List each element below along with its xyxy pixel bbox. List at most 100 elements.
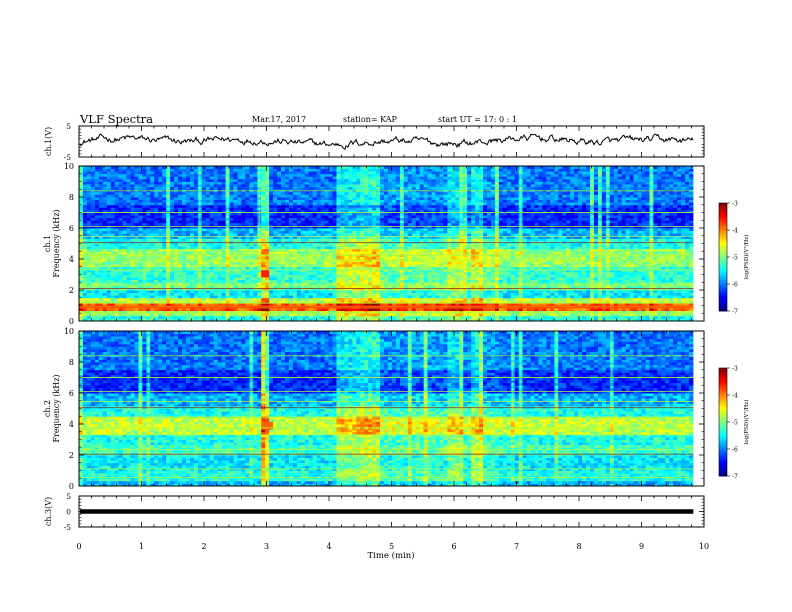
spectrogram-cell	[288, 292, 294, 296]
spectrogram-cell	[435, 248, 440, 252]
spectrogram-cell	[265, 266, 270, 270]
spectrogram-cell	[170, 292, 175, 296]
spectrogram-cell	[106, 246, 112, 250]
spectrogram-cell	[320, 243, 325, 247]
spectrogram-cell	[281, 248, 286, 252]
spectrogram-cell	[288, 308, 294, 312]
spectrogram-cell	[114, 277, 120, 281]
spectrogram-cell	[273, 279, 278, 283]
spectrogram-cell	[372, 271, 377, 275]
spectrogram-cell	[174, 292, 179, 296]
spectrogram-cell	[328, 318, 333, 322]
spectrogram-cell	[514, 279, 520, 283]
spectrogram-cell	[435, 302, 440, 306]
spectrogram-cell	[443, 318, 448, 322]
spectrogram-cell	[459, 297, 464, 301]
spectrogram-cell	[427, 277, 432, 281]
spectrogram-cell	[201, 287, 207, 291]
spectrogram-cell	[221, 284, 226, 288]
spectrogram-cell	[261, 274, 266, 278]
spectrogram-cell	[257, 315, 262, 319]
spectrogram-cell	[90, 266, 96, 270]
spectrogram-cell	[300, 277, 306, 281]
spectrogram-cell	[312, 282, 318, 286]
spectrogram-cell	[498, 315, 504, 319]
spectrogram-cell	[578, 308, 583, 312]
spectrogram-cell	[372, 308, 377, 312]
spectrogram-cell	[102, 292, 108, 296]
spectrogram-cell	[118, 279, 123, 283]
spectrogram-cell	[364, 308, 369, 312]
spectrogram-cell	[344, 251, 349, 255]
spectrogram-cell	[138, 269, 143, 273]
spectrogram-cell	[530, 264, 535, 268]
spectrogram-cell	[593, 243, 599, 247]
spectrogram-cell	[558, 302, 563, 306]
spectrogram-cell	[296, 284, 302, 288]
spectrogram-cell	[265, 302, 270, 306]
spectrogram-cell	[130, 271, 135, 275]
spectrogram-cell	[90, 279, 96, 283]
spectrogram-cell	[209, 318, 215, 322]
spectrogram-cell	[118, 308, 123, 312]
spectrogram-cell	[320, 302, 325, 306]
spectrogram-cell	[649, 269, 654, 273]
spectrogram-cell	[98, 318, 104, 322]
spectrogram-cell	[189, 292, 195, 296]
spectrogram-cell	[506, 302, 512, 306]
spectrogram-cell	[300, 282, 306, 286]
spectrogram-cell	[178, 271, 183, 275]
spectrogram-cell	[308, 308, 314, 312]
spectrogram-cell	[673, 292, 678, 296]
spectrogram-cell	[380, 264, 385, 268]
spectrogram-cell	[597, 248, 603, 252]
spectrogram-cell	[154, 266, 159, 270]
spectrogram-cell	[308, 264, 314, 268]
spectrogram-cell	[522, 282, 528, 286]
spectrogram-cell	[443, 308, 448, 312]
spectrogram-cell	[102, 297, 108, 301]
spectrogram-cell	[621, 308, 627, 312]
spectrogram-cell	[506, 308, 512, 312]
spectrogram-cell	[300, 256, 306, 260]
spectrogram-cell	[166, 287, 171, 291]
spectrogram-cell	[269, 256, 274, 260]
spectrogram-cell	[593, 246, 599, 250]
spectrogram-cell	[273, 315, 278, 319]
spectrogram-cell	[554, 279, 559, 283]
spectrogram-cell	[653, 287, 658, 291]
spectrogram-cell	[253, 290, 258, 293]
spectrogram-cell	[162, 295, 167, 299]
spectrogram-cell	[490, 284, 496, 288]
spectrogram-cell	[387, 271, 393, 275]
spectrogram-cell	[118, 251, 123, 255]
spectrogram-cell	[605, 261, 611, 265]
spectrogram-cell	[94, 284, 100, 288]
spectrogram-cell	[669, 261, 674, 265]
spectrogram-cell	[288, 290, 294, 293]
spectrogram-cell	[395, 264, 401, 268]
spectrogram-cell	[419, 279, 425, 283]
spectrogram-cell	[542, 318, 547, 322]
spectrogram-cell	[530, 292, 535, 296]
spectrogram-cell	[249, 282, 254, 286]
spectrogram-cell	[225, 277, 230, 281]
spectrogram-cell	[150, 295, 155, 299]
spectrogram-cell	[261, 246, 266, 250]
spectrogram-cell	[185, 251, 191, 255]
spectrogram-cell	[471, 282, 476, 286]
spectrogram-cell	[320, 279, 325, 283]
spectrogram-cell	[324, 308, 329, 312]
spectrogram-cell	[174, 295, 179, 299]
spectrogram-cell	[439, 248, 444, 252]
spectrogram-cell	[597, 318, 603, 322]
spectrogram-cell	[399, 251, 405, 255]
spectrogram-cell	[657, 313, 662, 317]
spectrogram-cell	[90, 264, 96, 268]
spectrogram-cell	[118, 287, 123, 291]
spectrogram-cell	[637, 277, 642, 281]
spectrogram-cell	[372, 302, 377, 306]
spectrogram-cell	[320, 290, 325, 293]
spectrogram-cell	[253, 269, 258, 273]
spectrogram-cell	[609, 277, 615, 281]
